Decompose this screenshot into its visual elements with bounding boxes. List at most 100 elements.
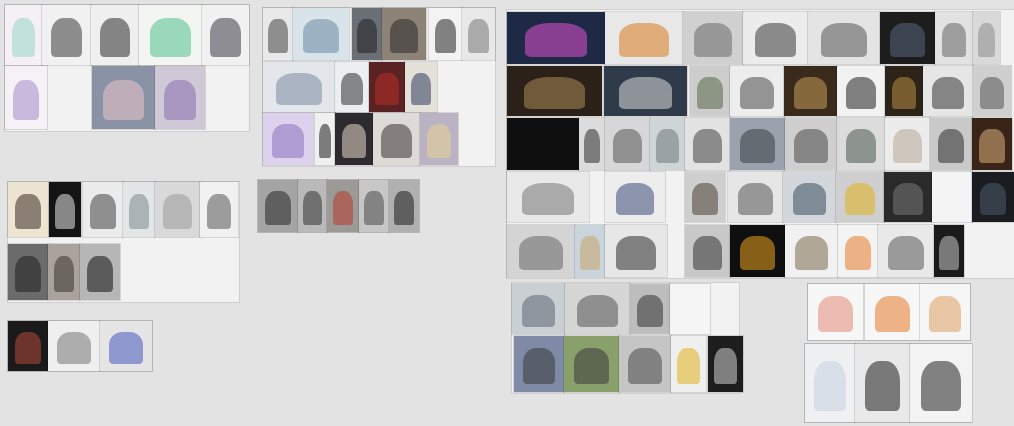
- mechanical-parts-group[interactable]: [512, 283, 743, 393]
- pc-case-with-rgb-image[interactable]: [8, 321, 48, 371]
- footwear-group[interactable]: [805, 344, 972, 422]
- sci-fi-character-designs-group[interactable]: [8, 182, 239, 302]
- blonde-girl-with-black-ribbon-image[interactable]: [420, 113, 458, 165]
- doll-in-white-image[interactable]: [462, 8, 495, 60]
- rover-chassis-image[interactable]: [685, 225, 730, 277]
- anime-girl-in-black-outfit-image[interactable]: [42, 5, 91, 65]
- vintage-machine-image[interactable]: [630, 284, 670, 334]
- scifi-console-image[interactable]: [972, 172, 1014, 222]
- art-deco-corridor-image[interactable]: [507, 66, 602, 116]
- doll-with-blue-coat-image[interactable]: [405, 62, 437, 112]
- robot-walker-image[interactable]: [708, 336, 743, 392]
- black-cloaked-figure-image[interactable]: [80, 244, 120, 300]
- people-in-dark-clothing-image[interactable]: [258, 180, 298, 232]
- girl-in-lavender-image[interactable]: [263, 113, 313, 165]
- robot-pose-sheet-image[interactable]: [670, 284, 710, 334]
- doll-with-black-twin-tails-image[interactable]: [91, 5, 139, 65]
- robot-hand-on-blue-image[interactable]: [514, 336, 564, 392]
- art-deco-ornament-image[interactable]: [784, 66, 837, 116]
- girl-with-black-hair-image[interactable]: [335, 113, 373, 165]
- white-winged-mecha-image[interactable]: [604, 66, 687, 116]
- ornate-armor-image[interactable]: [48, 244, 80, 300]
- robot-arm-device-image[interactable]: [808, 12, 880, 64]
- robot-head-with-helmet-image[interactable]: [935, 12, 973, 64]
- purple-lace-dress-doll-image[interactable]: [155, 66, 205, 129]
- pc-hardware-group[interactable]: [8, 321, 152, 371]
- black-dress-doll-image[interactable]: [429, 8, 462, 60]
- purple-dress-doll-image[interactable]: [5, 66, 47, 129]
- hedgehog-plush-image[interactable]: [920, 284, 970, 340]
- spinning-top-gadget-image[interactable]: [785, 225, 838, 277]
- orange-fox-plush-image[interactable]: [865, 284, 920, 340]
- radial-art-deco-fan-image[interactable]: [972, 118, 1012, 170]
- pale-haired-couple-image[interactable]: [263, 62, 335, 112]
- orange-robotic-arm-image[interactable]: [838, 225, 878, 277]
- girl-in-dark-outfit-image[interactable]: [335, 62, 369, 112]
- plush-toys-group[interactable]: [808, 284, 970, 340]
- hand-with-device-image[interactable]: [885, 118, 930, 170]
- white-drone-image[interactable]: [728, 172, 783, 222]
- tall-tower-image[interactable]: [507, 225, 575, 277]
- pink-fox-plush-image[interactable]: [808, 284, 863, 340]
- white-device-with-camera-image[interactable]: [605, 12, 683, 64]
- gold-filigree-pattern-image[interactable]: [885, 66, 923, 116]
- hard-drive-image[interactable]: [973, 12, 1000, 64]
- container-robot-image[interactable]: [783, 172, 836, 222]
- gothic-lolita-doll-image[interactable]: [202, 5, 249, 65]
- dark-camera-lens-image[interactable]: [880, 12, 935, 64]
- woman-in-grey-coat-image[interactable]: [359, 180, 389, 232]
- green-and-white-costume-figures-image[interactable]: [139, 5, 202, 65]
- black-boot-ad-image[interactable]: [855, 344, 910, 422]
- white-figure-on-black-image[interactable]: [49, 182, 81, 237]
- tripod-stand-image[interactable]: [730, 66, 784, 116]
- hand-holding-gadget-image[interactable]: [685, 172, 725, 222]
- boots-on-stone-image[interactable]: [382, 8, 426, 60]
- grey-device-image[interactable]: [619, 336, 671, 392]
- drone-propeller-image[interactable]: [743, 12, 808, 64]
- robot-gripper-arm-image[interactable]: [579, 118, 605, 170]
- black-spray-bottle-image[interactable]: [837, 66, 885, 116]
- ornate-gears-image[interactable]: [973, 66, 1011, 116]
- spherical-robot-image[interactable]: [837, 118, 885, 170]
- spaceship-render-image[interactable]: [575, 225, 605, 277]
- drone-on-field-image[interactable]: [564, 336, 619, 392]
- walking-robot-image[interactable]: [730, 118, 785, 170]
- cpu-cooler-fan-image[interactable]: [100, 321, 152, 371]
- figure-with-long-dark-hair-image[interactable]: [263, 8, 293, 60]
- pastel-anime-girl-with-twin-tails-image[interactable]: [5, 5, 42, 65]
- spacesuit-figure-image[interactable]: [123, 182, 155, 237]
- horned-gothic-poster-image[interactable]: [8, 182, 48, 237]
- fashion-references-group[interactable]: [263, 8, 495, 166]
- boot-spec-sheet-image[interactable]: [910, 344, 972, 422]
- tall-platform-boots-image[interactable]: [315, 113, 335, 165]
- white-astronaut-image[interactable]: [155, 182, 200, 237]
- metal-bracket-image[interactable]: [565, 284, 630, 334]
- anime-character-figures-group[interactable]: [5, 5, 249, 131]
- neon-cyberpunk-city-image[interactable]: [507, 12, 605, 64]
- symbol-chart-image[interactable]: [932, 172, 972, 222]
- mechanical-lantern-image[interactable]: [683, 12, 743, 64]
- man-in-black-suit-image[interactable]: [389, 180, 419, 232]
- gas-mask-image[interactable]: [923, 66, 973, 116]
- dome-camera-image[interactable]: [650, 118, 685, 170]
- white-sneaker-image[interactable]: [805, 344, 855, 422]
- digital-clock-image[interactable]: [730, 225, 785, 277]
- black-boots-image[interactable]: [352, 8, 382, 60]
- chrome-skull-image[interactable]: [934, 225, 964, 277]
- street-style-photos-group[interactable]: [258, 180, 419, 232]
- round-security-camera-image[interactable]: [605, 225, 667, 277]
- red-dress-figure-image[interactable]: [369, 62, 405, 112]
- sensor-probe-image[interactable]: [785, 118, 837, 170]
- android-in-white-image[interactable]: [200, 182, 238, 237]
- white-motherboard-image[interactable]: [48, 321, 100, 371]
- white-haired-character-image[interactable]: [293, 8, 349, 60]
- surveying-instrument-image[interactable]: [605, 172, 665, 222]
- armored-suit-image[interactable]: [83, 182, 123, 237]
- twin-tails-with-black-bows-image[interactable]: [373, 113, 420, 165]
- icon-grid-image[interactable]: [507, 118, 579, 170]
- server-unit-image[interactable]: [685, 118, 730, 170]
- radio-device-image[interactable]: [690, 66, 730, 116]
- yellow-industrial-arm-image[interactable]: [836, 172, 884, 222]
- light-pole-image[interactable]: [878, 225, 934, 277]
